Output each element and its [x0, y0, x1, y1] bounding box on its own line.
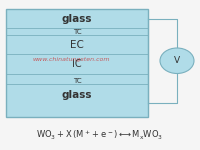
Circle shape: [160, 48, 194, 74]
Text: glass: glass: [62, 14, 92, 24]
Bar: [6, 9, 148, 117]
Text: glass: glass: [62, 90, 92, 99]
Text: IC: IC: [72, 59, 82, 69]
Text: V: V: [174, 56, 180, 65]
Text: $\mathrm{WO_3 + X\,(M^++e^-) \longleftrightarrow M_xWO_3}$: $\mathrm{WO_3 + X\,(M^++e^-) \longleftri…: [36, 128, 164, 142]
Text: TC: TC: [73, 78, 81, 84]
Text: TC: TC: [73, 28, 81, 34]
Text: www.chinatungsten.com: www.chinatungsten.com: [32, 57, 110, 63]
Text: EC: EC: [70, 40, 84, 50]
